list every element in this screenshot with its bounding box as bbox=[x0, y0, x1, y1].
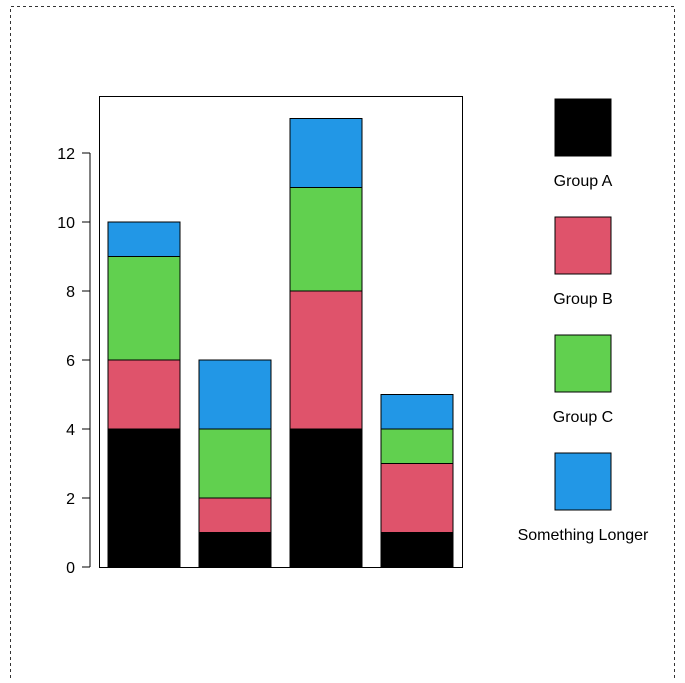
y-tick-label: 2 bbox=[66, 491, 75, 508]
bar-segment bbox=[198, 428, 272, 499]
y-tick-label: 0 bbox=[66, 560, 75, 577]
bar-segment bbox=[380, 532, 454, 568]
y-tick-label: 6 bbox=[66, 353, 75, 370]
bar-segment bbox=[107, 359, 181, 430]
legend-swatch bbox=[554, 98, 612, 157]
bar-segment bbox=[198, 532, 272, 568]
y-tick-label: 8 bbox=[66, 284, 75, 301]
y-tick-label: 4 bbox=[66, 422, 75, 439]
figure-border bbox=[10, 6, 675, 678]
legend-swatch bbox=[554, 334, 612, 393]
legend-label: Group C bbox=[553, 409, 613, 426]
bar-segment bbox=[107, 256, 181, 361]
bar-segment bbox=[198, 497, 272, 533]
y-tick-label: 10 bbox=[57, 215, 75, 232]
legend-label: Group A bbox=[554, 173, 613, 190]
bar-segment bbox=[198, 359, 272, 430]
bar-segment bbox=[380, 463, 454, 533]
legend-label: Group B bbox=[553, 291, 613, 308]
y-tick-label: 12 bbox=[57, 146, 75, 163]
bar-segment bbox=[380, 394, 454, 430]
legend-label: Something Longer bbox=[518, 527, 649, 544]
bar-segment bbox=[289, 187, 363, 292]
plot-panel bbox=[99, 96, 463, 568]
bar-segment bbox=[107, 221, 181, 257]
bar-segment bbox=[107, 428, 181, 568]
legend-swatch bbox=[554, 452, 612, 511]
y-axis: 0 2 4 6 8 10 12 bbox=[57, 146, 91, 577]
bars-layer bbox=[107, 118, 454, 568]
bar-segment bbox=[380, 428, 454, 464]
legend-swatch bbox=[554, 216, 612, 275]
bar-segment bbox=[289, 118, 363, 188]
bar-segment bbox=[289, 428, 363, 568]
legend: Group A Group B Group C Something Longer bbox=[518, 98, 649, 544]
bar-segment bbox=[289, 290, 363, 430]
